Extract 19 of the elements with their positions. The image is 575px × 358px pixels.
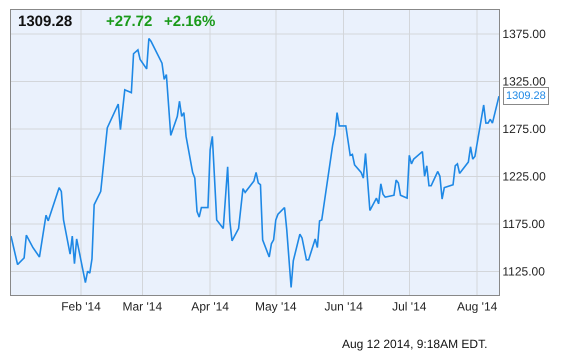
x-tick-label: Mar '14 (122, 299, 162, 314)
annotation: 1309.28 (506, 90, 546, 102)
y-tick-label: 1225.00 (502, 169, 546, 184)
y-tick-label: 1275.00 (502, 122, 546, 136)
y-tick-label: 1375.00 (502, 26, 546, 41)
x-tick-label: Aug '14 (456, 299, 498, 314)
x-tick-label: May '14 (254, 299, 297, 314)
text: Aug 12 2014, 9:18AM EDT. (342, 337, 488, 351)
x-tick-label: Jun '14 (324, 299, 364, 314)
chart-title: 1309.28 (18, 13, 72, 30)
annotation: +27.72 (106, 13, 152, 30)
x-tick-label: Apr '14 (191, 299, 230, 314)
y-tick-label: 1325.00 (502, 74, 546, 88)
x-tick-label: Feb '14 (61, 299, 102, 314)
line-series (11, 38, 499, 288)
x-tick-label: Jul '14 (392, 299, 427, 314)
annotation: +2.16% (164, 13, 216, 30)
y-tick-label: 1125.00 (502, 264, 546, 278)
y-tick-label: 1175.00 (502, 216, 546, 231)
